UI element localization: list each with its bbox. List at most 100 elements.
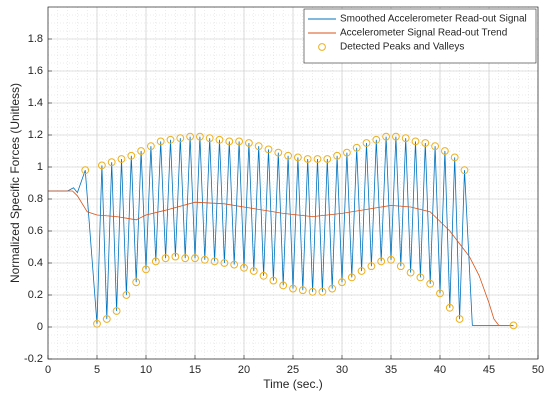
x-axis-label: Time (sec.) [263,377,323,391]
y-tick-label: -0.2 [24,353,43,365]
marker [156,137,165,146]
axes: 0 5 10 15 20 25 30 35 40 45 50-0.200.20.40.60.811.… [24,6,544,376]
legend-label: Smoothed Accelerometer Read-out Signal [340,14,527,25]
legend-label: Detected Peaks and Valleys [340,42,464,53]
marker [406,268,415,277]
x-tick-label: 5 [94,364,100,376]
marker [416,273,425,282]
y-tick-label: 0.2 [28,289,43,301]
marker [284,151,293,160]
series-line [48,190,514,326]
marker [343,148,351,157]
x-tick-label: 15 [189,364,201,376]
marker [161,254,170,263]
marker [323,155,332,163]
marker [210,257,219,266]
marker [450,153,459,162]
marker [142,265,150,274]
marker [137,147,146,155]
marker [230,260,239,269]
marker [127,151,136,160]
y-axis-label: Normalized Specific Forces (Unitless) [8,83,22,283]
marker [338,278,346,287]
marker [200,255,209,264]
marker [441,147,449,155]
marker [352,143,361,152]
marker [225,137,234,146]
marker [117,155,126,163]
marker [367,262,376,271]
marker [357,267,366,275]
marker [274,148,283,157]
y-tick-label: 0 [37,321,43,333]
legend-box [303,8,537,64]
marker [372,135,381,144]
marker [235,137,244,146]
marker [421,139,430,147]
marker [81,166,90,175]
marker [396,262,405,271]
marker [220,259,229,267]
legend: Smoothed Accelerometer Read-out Signal Ac… [303,8,537,64]
marker [107,158,116,167]
y-tick-label: 0.4 [28,257,43,269]
marker [264,145,273,154]
axes-frame [47,6,539,360]
marker [426,279,435,288]
marker [318,287,327,296]
y-tick-label: 1.4 [28,97,43,109]
legend-label: Accelerometer Signal Read-out Trend [340,28,507,39]
marker [171,252,180,261]
marker [240,263,248,272]
marker [509,321,518,330]
marker [191,254,199,263]
marker [377,257,386,266]
plot-area [48,132,518,330]
marker [308,287,317,296]
y-tick-label: 1.2 [28,129,43,141]
marker [245,139,253,147]
x-tick-label: 20 [238,364,250,376]
y-tick-label: 0.6 [28,225,43,237]
marker [436,289,444,298]
marker [151,257,160,266]
marker [392,132,400,141]
x-tick-label: 40 [434,364,446,376]
marker [112,307,121,315]
marker [382,132,391,141]
x-tick-label: 50 [532,364,544,376]
marker [269,276,278,285]
marker [313,155,322,163]
marker [186,132,195,141]
marker [387,255,395,264]
y-tick-label: 0.8 [28,193,43,205]
marker [254,142,263,151]
marker [196,132,204,141]
marker [249,267,258,275]
y-tick-label: 1.6 [28,65,43,77]
series-line [48,136,514,326]
marker [166,135,175,144]
marker [298,286,307,295]
x-tick-label: 25 [287,364,299,376]
marker [333,151,342,160]
marker [122,291,131,299]
marker [205,134,214,143]
marker [445,303,454,312]
marker [328,284,337,293]
y-tick-label: 1 [37,161,43,173]
marker [132,278,141,287]
marker [147,142,155,151]
marker [460,166,469,175]
marker [102,315,111,323]
y-tick-label: 1.8 [28,33,43,45]
marker [279,281,288,290]
marker [431,142,440,151]
marker [176,134,185,143]
marker [181,254,190,263]
x-tick-label: 30 [336,364,348,376]
x-tick-label: 35 [385,364,397,376]
marker [347,273,356,282]
